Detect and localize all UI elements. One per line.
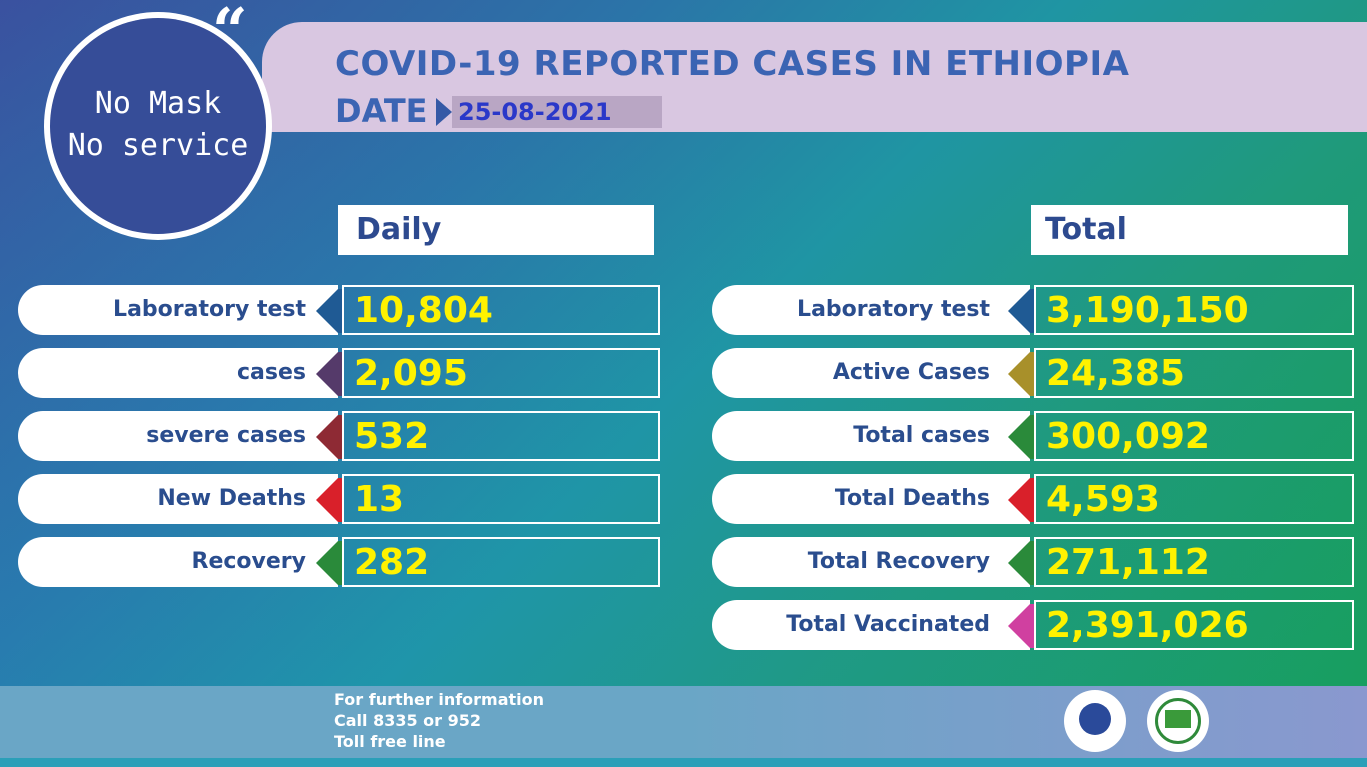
stat-label: Total cases	[712, 411, 1030, 461]
stat-label: cases	[18, 348, 338, 398]
stat-marker-bar	[338, 478, 344, 522]
stat-label: Total Recovery	[712, 537, 1030, 587]
stat-marker-bar	[338, 352, 344, 396]
footer-strip	[0, 758, 1367, 767]
stat-value: 282	[342, 537, 660, 587]
stat-marker-icon	[316, 478, 338, 522]
stat-value: 4,593	[1034, 474, 1354, 524]
stat-row: Laboratory test 3,190,150	[712, 285, 1358, 337]
stat-marker-icon	[1008, 478, 1030, 522]
stat-marker-icon	[316, 289, 338, 333]
stat-value: 10,804	[342, 285, 660, 335]
public-health-institute-logo-icon	[1147, 690, 1209, 752]
badge-line-2: No service	[67, 128, 249, 163]
stat-label: Laboratory test	[18, 285, 338, 335]
stat-row: Total cases 300,092	[712, 411, 1358, 463]
logo-ring	[1155, 698, 1201, 744]
stat-marker-icon	[1008, 541, 1030, 585]
logo-building	[1165, 710, 1191, 728]
stat-row: severe cases 532	[18, 411, 664, 463]
footer-bar	[0, 686, 1367, 758]
ministry-of-health-logo-icon	[1064, 690, 1126, 752]
stat-marker-bar	[1030, 541, 1036, 585]
stat-marker-bar	[338, 289, 344, 333]
stat-row: New Deaths 13	[18, 474, 664, 526]
badge-line-1: No Mask	[94, 86, 222, 121]
daily-heading: Daily	[338, 205, 654, 255]
stat-row: cases 2,095	[18, 348, 664, 400]
stat-value: 2,391,026	[1034, 600, 1354, 650]
stat-value: 532	[342, 411, 660, 461]
stat-label: Laboratory test	[712, 285, 1030, 335]
footer-info-line-1: For further information	[334, 690, 545, 709]
logo-emblem	[1079, 703, 1111, 735]
page-title: COVID-19 REPORTED CASES IN ETHIOPIA	[335, 44, 1130, 84]
stat-row: Active Cases 24,385	[712, 348, 1358, 400]
no-mask-badge: No Mask No service	[50, 18, 266, 234]
stat-row: Total Recovery 271,112	[712, 537, 1358, 589]
stat-value: 3,190,150	[1034, 285, 1354, 335]
stat-value: 2,095	[342, 348, 660, 398]
date-label: DATE	[335, 92, 428, 130]
footer-info-line-2: Call 8335 or 952	[334, 711, 482, 730]
stat-label: severe cases	[18, 411, 338, 461]
date-value: 25-08-2021	[452, 96, 662, 128]
stat-marker-bar	[338, 415, 344, 459]
stat-value: 300,092	[1034, 411, 1354, 461]
stat-label: Active Cases	[712, 348, 1030, 398]
stat-marker-icon	[316, 352, 338, 396]
stat-row: Total Vaccinated 2,391,026	[712, 600, 1358, 652]
stat-value: 13	[342, 474, 660, 524]
quote-mark-icon: “	[212, 0, 248, 67]
stat-label: Total Vaccinated	[712, 600, 1030, 650]
stat-marker-bar	[1030, 415, 1036, 459]
stat-marker-icon	[1008, 415, 1030, 459]
stat-label: Recovery	[18, 537, 338, 587]
footer-info-line-3: Toll free line	[334, 732, 446, 751]
stat-marker-icon	[316, 415, 338, 459]
stat-marker-bar	[338, 541, 344, 585]
stat-marker-bar	[1030, 478, 1036, 522]
stat-value: 24,385	[1034, 348, 1354, 398]
stat-marker-icon	[316, 541, 338, 585]
stat-row: Laboratory test 10,804	[18, 285, 664, 337]
total-heading: Total	[1031, 205, 1348, 255]
stat-marker-icon	[1008, 604, 1030, 648]
stat-marker-bar	[1030, 352, 1036, 396]
stat-marker-bar	[1030, 289, 1036, 333]
stat-marker-bar	[1030, 604, 1036, 648]
stat-label: Total Deaths	[712, 474, 1030, 524]
stat-row: Total Deaths 4,593	[712, 474, 1358, 526]
stat-marker-icon	[1008, 289, 1030, 333]
stat-row: Recovery 282	[18, 537, 664, 589]
date-arrow-icon	[436, 98, 452, 126]
stat-label: New Deaths	[18, 474, 338, 524]
stat-marker-icon	[1008, 352, 1030, 396]
stat-value: 271,112	[1034, 537, 1354, 587]
